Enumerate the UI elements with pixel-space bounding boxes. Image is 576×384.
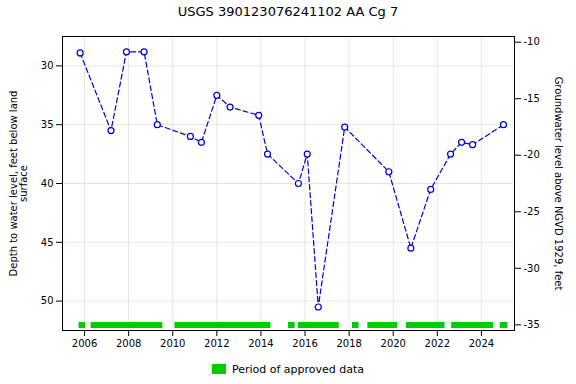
svg-text:-20: -20 (524, 149, 540, 160)
svg-text:50: 50 (41, 295, 54, 306)
svg-text:-25: -25 (524, 206, 540, 217)
svg-text:2010: 2010 (160, 338, 185, 349)
svg-text:40: 40 (41, 178, 54, 189)
svg-text:2012: 2012 (204, 338, 229, 349)
svg-text:2022: 2022 (425, 338, 450, 349)
svg-text:45: 45 (41, 237, 54, 248)
svg-text:2024: 2024 (469, 338, 494, 349)
svg-text:2008: 2008 (116, 338, 141, 349)
svg-text:-10: -10 (524, 36, 540, 47)
svg-text:Groundwater level above NGVD 1: Groundwater level above NGVD 1929, feet (553, 77, 564, 291)
svg-text:-15: -15 (524, 93, 540, 104)
html-text:USGS 390123076241102 AA Cg 7: USGS 390123076241102 AA Cg 7 (177, 4, 399, 19)
svg-text:-35: -35 (524, 319, 540, 330)
svg-text:Depth to water level, feet bel: Depth to water level, feet below landsur… (8, 91, 29, 277)
svg-text:2014: 2014 (248, 338, 273, 349)
svg-text:30: 30 (41, 60, 54, 71)
svg-text:2018: 2018 (336, 338, 361, 349)
svg-text:2006: 2006 (72, 338, 97, 349)
svg-text:35: 35 (41, 119, 54, 130)
svg-text:2016: 2016 (292, 338, 317, 349)
html-text:Period of approved data: Period of approved data (231, 362, 365, 376)
svg-text:2020: 2020 (381, 338, 406, 349)
svg-text:-30: -30 (524, 263, 540, 274)
